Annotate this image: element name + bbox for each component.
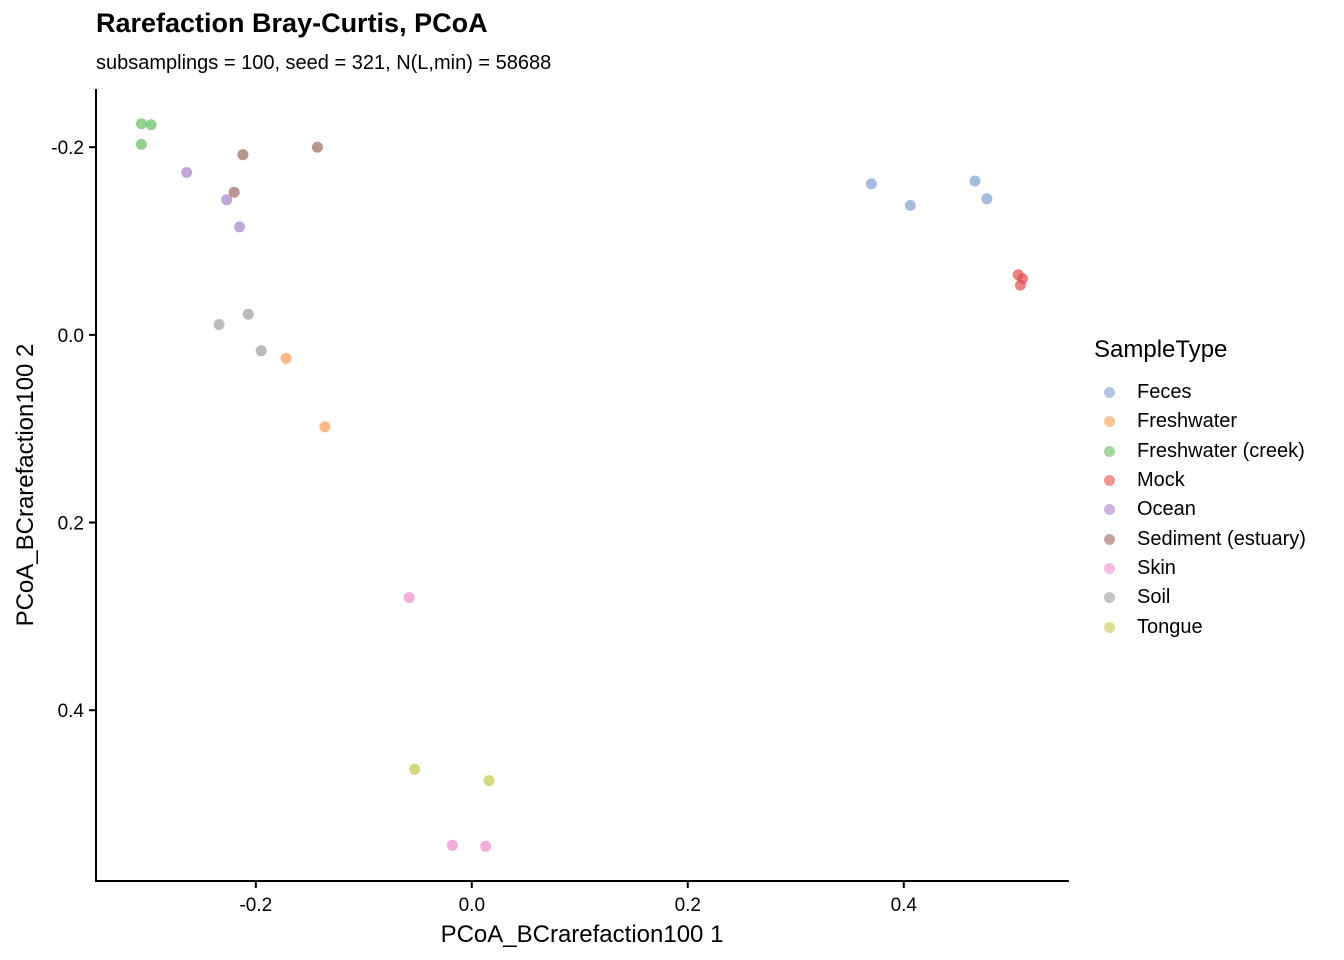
points-layer [135,118,1029,852]
x-tick-label: 0.0 [459,895,485,916]
x-axis-label: PCoA_BCrarefaction100 1 [441,921,724,948]
point-soil-2 [242,308,254,320]
point-skin-2 [446,839,458,851]
x-tick-label: 0.4 [891,895,918,916]
chart-subtitle: subsamplings = 100, seed = 321, N(L,min)… [96,52,552,74]
x-tick-label: -0.2 [239,895,272,916]
point-skin-3 [480,840,492,852]
legend-label: Sediment (estuary) [1137,527,1306,550]
point-skin-1 [403,592,415,604]
legend-key-dot [1104,592,1115,604]
legend-label: Tongue [1137,615,1203,638]
point-mock-3 [1014,279,1026,291]
y-axis-label: PCoA_BCrarefaction100 2 [12,344,39,627]
legend-label: Mock [1137,469,1185,492]
y-tick-label: -0.2 [51,138,84,159]
point-freshwater-1 [280,352,292,364]
legend-title: SampleType [1094,336,1228,363]
y-tick-label: 0.2 [58,514,84,535]
legend-key-dot [1104,562,1115,574]
x-tick-label: 0.2 [675,895,701,916]
legend-key-dot [1104,387,1115,399]
legend-key-dot [1104,475,1115,487]
legend: SampleType Feces Freshwater Freshwater (cr… [1094,332,1306,642]
legend-item: Ocean [1094,495,1306,524]
legend-item: Feces [1094,378,1306,407]
point-feces-4 [981,193,993,205]
legend-item: Skin [1094,554,1306,583]
legend-key-dot [1104,504,1115,516]
legend-item: Soil [1094,583,1306,612]
legend-key-dot [1104,533,1115,545]
scatter-plot: -0.2 0.0 0.2 0.4 -0.2 0.0 0.2 0.4 PCoA_BCrarefa… [12,89,1069,948]
point-sediment-estuary-2 [311,141,323,153]
point-ocean-1 [181,167,193,178]
point-tongue-2 [483,775,495,787]
y-tick-label: 0.4 [58,701,85,722]
legend-label: Feces [1137,381,1192,404]
point-sediment-estuary-1 [237,149,249,161]
legend-items: Feces Freshwater Freshwater (creek) Mock Oce… [1094,378,1306,642]
legend-label: Freshwater (creek) [1137,439,1305,462]
point-tongue-1 [409,763,421,775]
point-soil-3 [255,345,267,357]
point-ocean-2 [221,194,233,206]
point-freshwater-creek-3 [135,138,147,150]
legend-item: Freshwater (creek) [1094,437,1306,466]
legend-label: Skin [1137,556,1176,579]
point-freshwater-creek-1 [135,118,147,130]
chart-title: Rarefaction Bray-Curtis, PCoA [96,8,488,38]
legend-item: Mock [1094,466,1306,495]
legend-item: Freshwater [1094,407,1306,436]
y-tick-label: 0.0 [58,326,84,347]
legend-key-dot [1104,416,1115,428]
point-sediment-estuary-3 [228,186,240,198]
point-feces-1 [865,178,877,190]
point-ocean-3 [234,221,246,233]
legend-key-dot [1104,445,1115,457]
legend-item: Sediment (estuary) [1094,524,1306,553]
legend-item: Tongue [1094,612,1306,641]
point-feces-3 [969,175,981,187]
legend-label: Freshwater [1137,410,1238,433]
legend-label: Soil [1137,586,1171,609]
point-soil-1 [213,319,225,330]
point-feces-2 [904,199,916,211]
point-freshwater-2 [319,421,331,433]
point-freshwater-creek-2 [145,119,157,131]
legend-key-dot [1104,621,1115,633]
legend-label: Ocean [1137,498,1196,521]
ticks-layer: -0.2 0.0 0.2 0.4 -0.2 0.0 0.2 0.4 [51,138,917,916]
